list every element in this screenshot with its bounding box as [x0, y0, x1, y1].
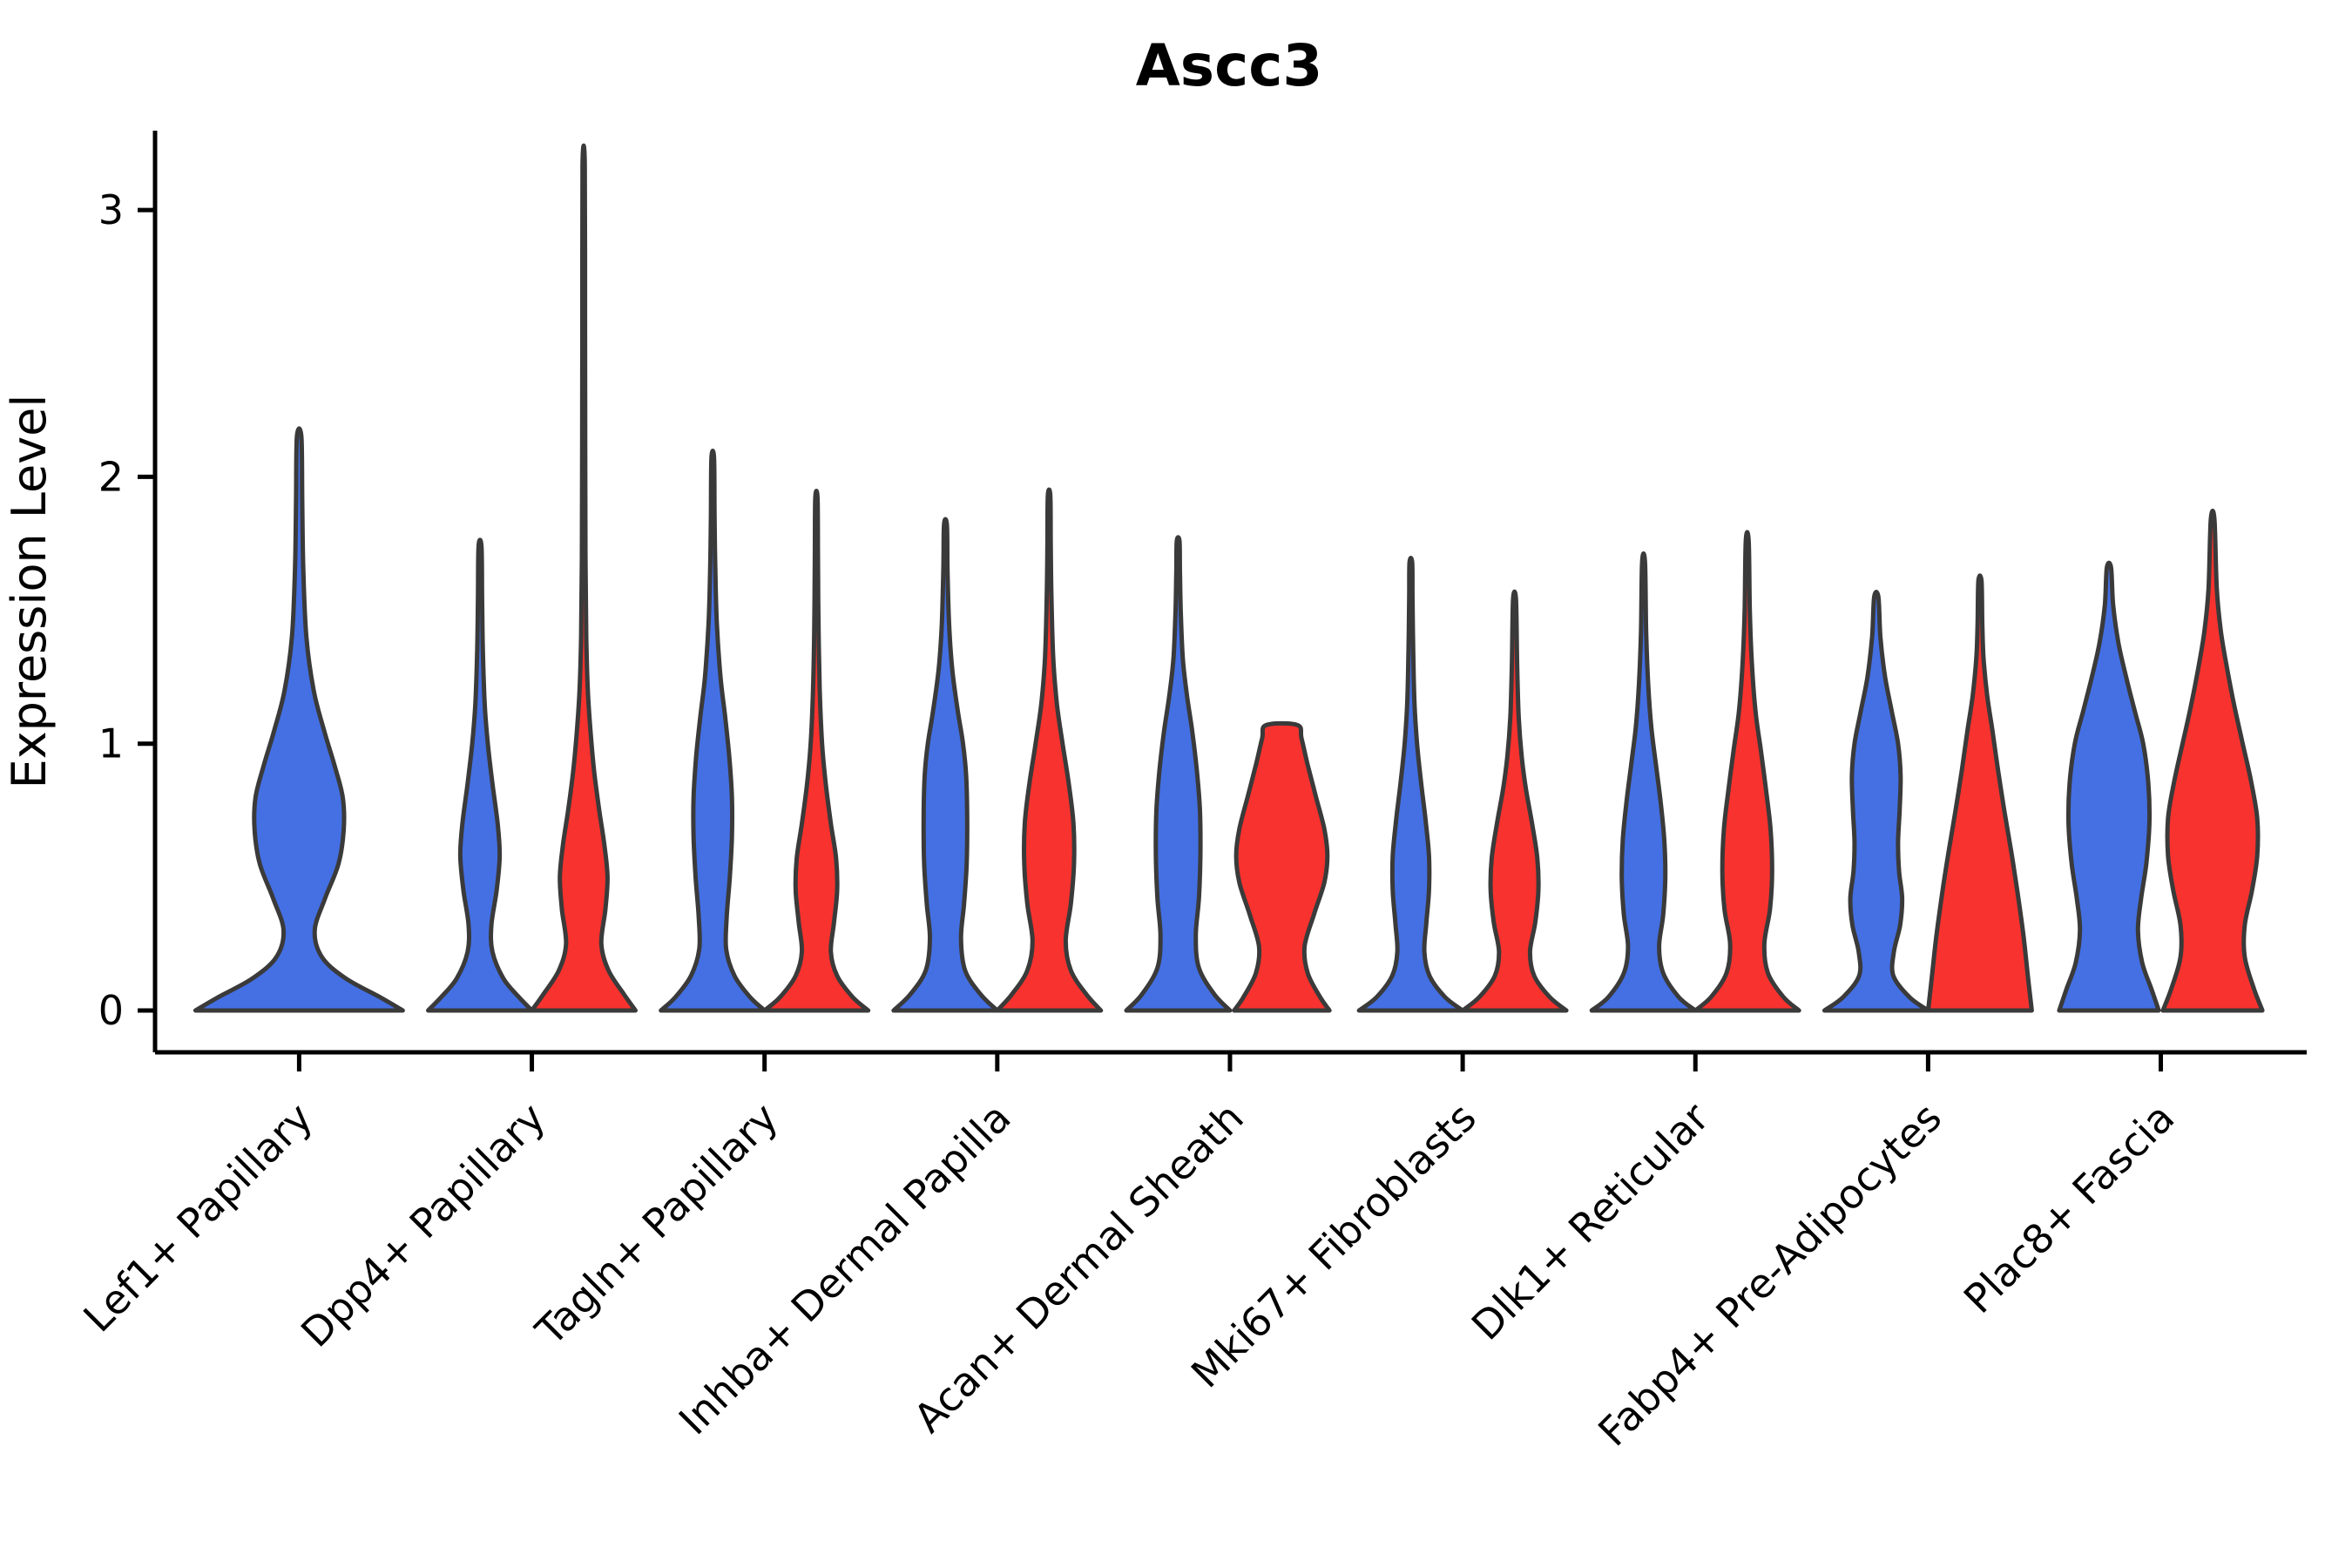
violin-red-mki67-fibroblasts — [1460, 589, 1569, 1013]
violin-blue-tagln-papillary — [659, 449, 767, 1013]
x-tick-label: Tagln+ Papillary — [526, 1094, 787, 1355]
violin-blue-mki67-fibroblasts — [1356, 555, 1465, 1013]
y-tick-label: 3 — [98, 186, 124, 233]
violin-blue-lef1-papillary — [193, 426, 405, 1013]
violin-red-tagln-papillary — [762, 489, 871, 1013]
x-tick-label: Dlk1+ Reticular — [1463, 1094, 1718, 1349]
x-tick-label: Dpp4+ Papillary — [292, 1094, 554, 1356]
violin-red-plac8-fascia — [2160, 508, 2265, 1013]
y-axis-label: Expression Level — [2, 395, 57, 789]
y-tick-label: 1 — [98, 720, 124, 767]
chart-title: Ascc3 — [1136, 32, 1323, 99]
violin-red-fabp4-pre-adipocytes — [1925, 573, 2034, 1013]
y-tick-label: 0 — [98, 987, 124, 1034]
y-tick-label: 2 — [98, 453, 124, 500]
violin-blue-fabp4-pre-adipocytes — [1821, 590, 1930, 1013]
x-tick-label: Plac8+ Fascia — [1955, 1094, 2183, 1322]
violin-blue-inhba-dermal-papilla — [891, 517, 1000, 1013]
violin-group — [193, 143, 2265, 1013]
violin-blue-dpp4-papillary — [426, 537, 534, 1013]
violin-red-dlk1-reticular — [1693, 530, 1801, 1013]
violin-blue-plac8-fascia — [2057, 560, 2161, 1013]
violin-blue-acan-dermal-sheath — [1124, 535, 1233, 1013]
violin-red-dpp4-papillary — [530, 143, 638, 1013]
violin-red-inhba-dermal-papilla — [995, 487, 1104, 1013]
violin-blue-dlk1-reticular — [1589, 551, 1698, 1013]
x-tick-label: Lef1+ Papillary — [74, 1094, 321, 1342]
y-axis: 0 1 2 3 — [98, 131, 158, 1052]
violin-red-acan-dermal-sheath — [1232, 720, 1332, 1013]
